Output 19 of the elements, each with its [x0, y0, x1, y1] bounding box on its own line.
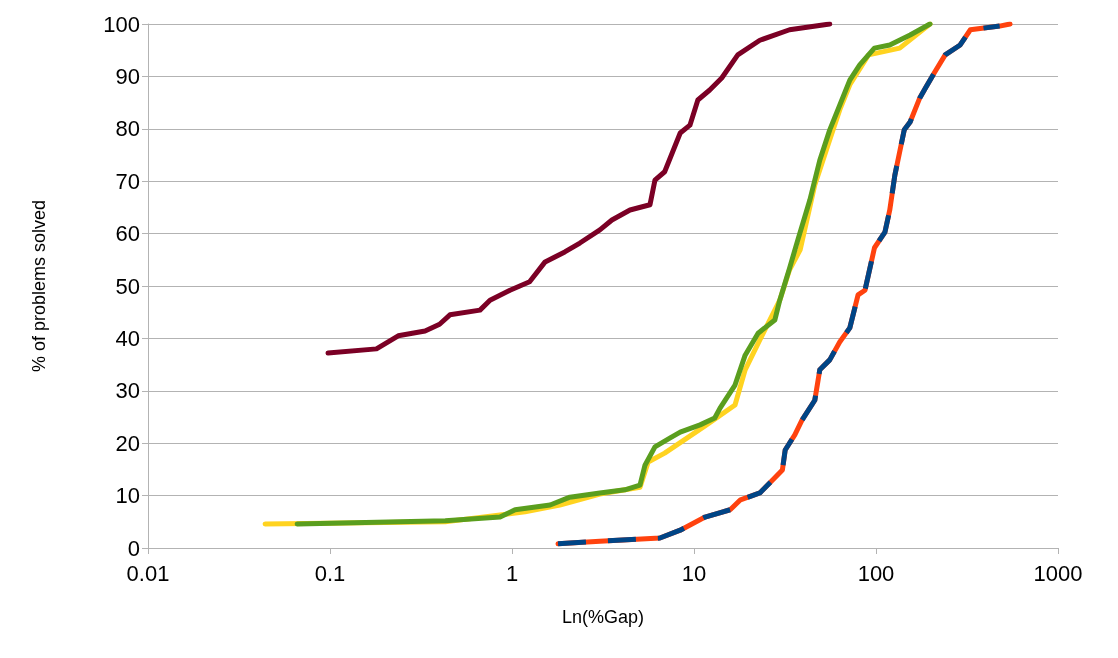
y-tick-label: 0 [127, 535, 140, 561]
x-tick-label: 0.1 [314, 560, 346, 586]
x-axis-title: Ln(%Gap) [561, 607, 645, 627]
y-tick-label: 100 [103, 11, 140, 37]
x-tick-label: 1000 [1033, 560, 1083, 586]
y-tick-label: 50 [115, 273, 140, 299]
y-tick-label: 40 [115, 325, 140, 351]
y-tick-label: 20 [115, 430, 140, 456]
x-tick-label: 100 [857, 560, 895, 586]
x-tick-label: 10 [681, 560, 707, 586]
y-tick-label: 10 [115, 483, 140, 509]
y-axis-title: % of problems solved [29, 199, 49, 373]
y-tick-label: 80 [115, 116, 140, 142]
x-tick-label: 0.01 [126, 560, 170, 586]
y-tick-label: 70 [115, 168, 140, 194]
y-tick-label: 30 [115, 378, 140, 404]
x-tick-label: 1 [505, 560, 519, 586]
y-tick-label: 60 [115, 221, 140, 247]
y-tick-label: 90 [115, 63, 140, 89]
